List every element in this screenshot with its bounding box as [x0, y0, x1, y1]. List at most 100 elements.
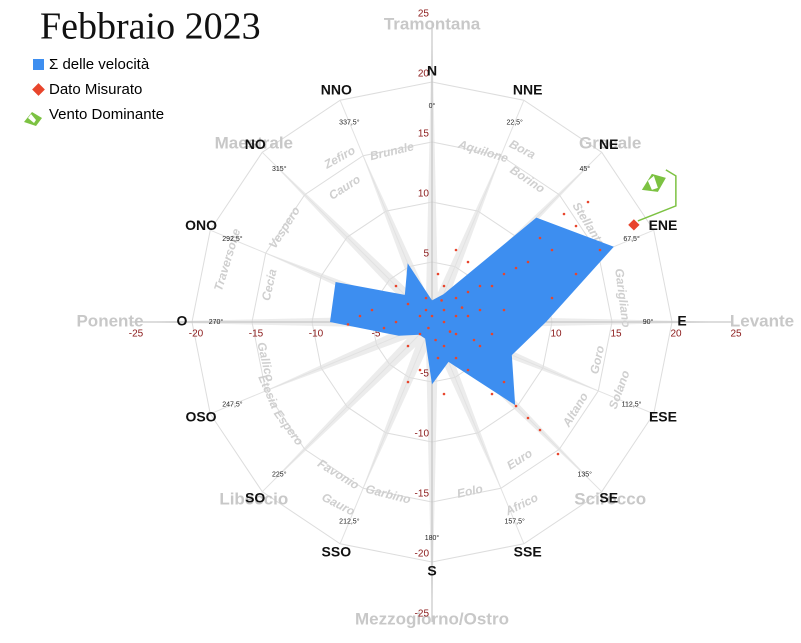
- measured-point: [443, 321, 446, 324]
- wind-name: Espero: [271, 407, 306, 448]
- degree-label: 225°: [272, 471, 287, 479]
- measured-point: [455, 333, 458, 336]
- wind-name: Favonio: [315, 456, 362, 492]
- chart-title: Febbraio 2023: [40, 6, 261, 48]
- degree-label: 45°: [579, 165, 590, 173]
- measured-point: [587, 201, 590, 204]
- measured-point: [395, 285, 398, 288]
- x-tick-label: 10: [550, 329, 562, 340]
- direction-label: O: [177, 313, 188, 329]
- y-tick-label: -20: [415, 549, 430, 560]
- degree-label: 112,5°: [622, 401, 642, 409]
- y-tick-label: -15: [415, 489, 430, 500]
- direction-label: ONO: [185, 217, 217, 233]
- measured-point: [455, 297, 458, 300]
- measured-point: [437, 357, 440, 360]
- measured-point: [515, 267, 518, 270]
- measured-point: [383, 327, 386, 330]
- wind-name: Garigliano: [612, 268, 633, 329]
- measured-point: [371, 309, 374, 312]
- measured-point: [443, 393, 446, 396]
- measured-point: [491, 285, 494, 288]
- measured-point: [473, 339, 476, 342]
- legend-label: Vento Dominante: [49, 106, 164, 123]
- degree-label: 157,5°: [504, 517, 525, 525]
- direction-label: S: [427, 563, 436, 579]
- wind-name: Tramontana: [384, 14, 481, 33]
- x-tick-label: 20: [670, 329, 682, 340]
- y-tick-label: 25: [418, 9, 430, 20]
- measured-point: [440, 299, 443, 302]
- y-tick-label: -10: [415, 429, 430, 440]
- measured-point: [395, 321, 398, 324]
- y-tick-label: -5: [420, 369, 429, 380]
- degree-label: 0°: [429, 102, 436, 110]
- direction-label: SE: [599, 489, 618, 505]
- direction-label: OSO: [185, 408, 216, 424]
- wind-name: Levante: [730, 311, 794, 330]
- measured-point: [503, 273, 506, 276]
- wind-name: Zefiro: [321, 143, 358, 172]
- y-tick-label: 15: [418, 129, 430, 140]
- measured-point: [419, 315, 422, 318]
- measured-point: [551, 249, 554, 252]
- degree-label: 337,5°: [339, 118, 360, 126]
- measured-point: [443, 285, 446, 288]
- y-tick-label: 5: [423, 249, 429, 260]
- legend-label: Σ delle velocità: [49, 56, 150, 73]
- measured-point: [425, 297, 428, 300]
- direction-label: SSE: [514, 544, 542, 560]
- degree-label: 67,5°: [623, 235, 640, 243]
- degree-label: 180°: [425, 534, 440, 542]
- measured-point: [491, 393, 494, 396]
- measured-point: [407, 381, 410, 384]
- x-tick-label: -15: [249, 329, 264, 340]
- measured-point: [455, 249, 458, 252]
- windsock-icon: [24, 112, 42, 126]
- wind-name: Africo: [502, 490, 540, 518]
- measured-point: [434, 339, 437, 342]
- dominant-marker: [628, 219, 639, 230]
- measured-point: [467, 315, 470, 318]
- direction-label: NNO: [321, 82, 352, 98]
- measured-point: [467, 369, 470, 372]
- measured-point: [575, 225, 578, 228]
- measured-point: [491, 333, 494, 336]
- chart: Febbraio 2023 Σ delle velocità Dato Misu…: [0, 0, 801, 638]
- measured-point: [467, 261, 470, 264]
- y-tick-label: -25: [415, 609, 430, 620]
- measured-point: [425, 309, 428, 312]
- wind-name: Brunale: [368, 139, 415, 163]
- degree-label: 292,5°: [222, 235, 243, 243]
- measured-point: [427, 327, 430, 330]
- spoke: [262, 322, 432, 492]
- degree-label: 247,5°: [222, 401, 243, 409]
- measured-point: [599, 249, 602, 252]
- direction-label: NO: [245, 136, 266, 152]
- measured-point: [407, 303, 410, 306]
- direction-label: NNE: [513, 82, 543, 98]
- measured-point: [437, 273, 440, 276]
- measured-point: [503, 309, 506, 312]
- measured-point: [479, 345, 482, 348]
- measured-point: [443, 345, 446, 348]
- measured-point: [359, 315, 362, 318]
- wind-name: Goro: [587, 344, 607, 375]
- measured-point: [449, 330, 452, 333]
- x-tick-label: -25: [129, 329, 144, 340]
- measured-point: [539, 429, 542, 432]
- legend-swatch: [33, 59, 44, 70]
- wind-name: Ponente: [76, 311, 143, 330]
- direction-label: SO: [245, 489, 265, 505]
- measured-point: [467, 291, 470, 294]
- x-tick-label: 25: [730, 329, 742, 340]
- x-tick-label: -20: [189, 329, 204, 340]
- measured-point: [407, 345, 410, 348]
- y-tick-label: 10: [418, 189, 430, 200]
- x-tick-label: 15: [610, 329, 622, 340]
- measured-point: [431, 315, 434, 318]
- direction-label: E: [677, 313, 686, 329]
- measured-point: [557, 453, 560, 456]
- measured-point: [419, 369, 422, 372]
- x-tick-label: -10: [309, 329, 324, 340]
